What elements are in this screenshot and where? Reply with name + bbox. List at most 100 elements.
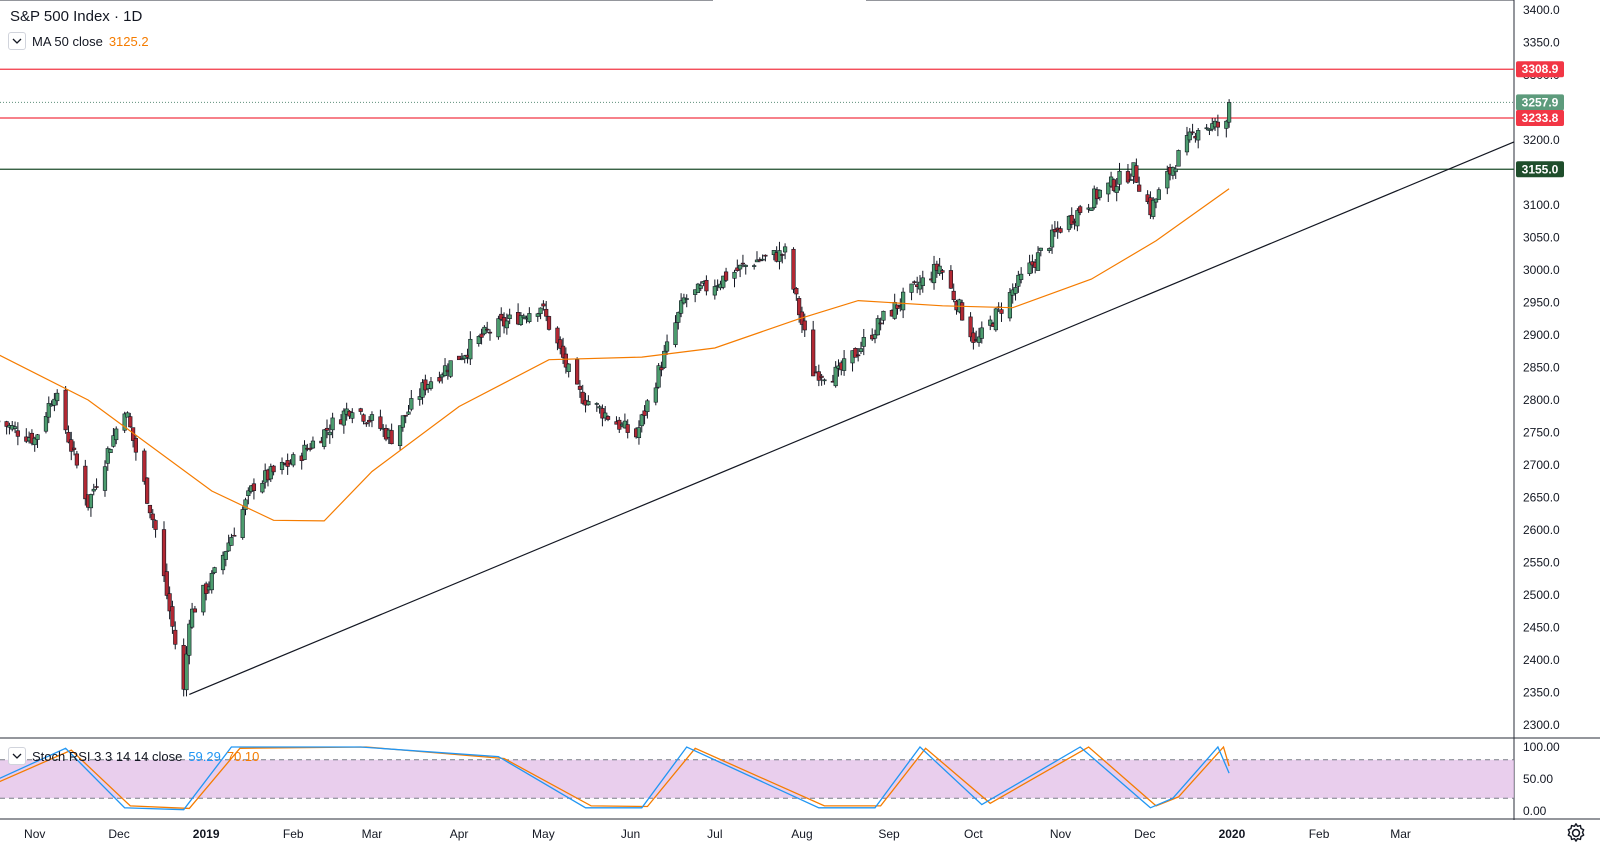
price-label-text: 3257.9 (1522, 95, 1559, 109)
candle (428, 377, 434, 391)
candle (71, 441, 77, 456)
candle (743, 264, 748, 275)
candle-body (976, 336, 982, 343)
candle (403, 414, 408, 424)
candle (361, 413, 366, 425)
candle (1019, 267, 1024, 284)
candle (1224, 119, 1229, 138)
candle (1089, 207, 1094, 211)
symbol-title[interactable]: S&P 500 Index · 1D (10, 8, 143, 25)
candle (327, 424, 332, 444)
candle-body (448, 360, 453, 377)
gear-icon[interactable] (1563, 820, 1589, 846)
rsi-legend[interactable]: Stoch RSI 3 3 14 14 close 59.29 70.10 (8, 747, 259, 765)
candle (350, 408, 355, 424)
price-tick-label: 2500.0 (1523, 588, 1560, 602)
candle-body (780, 254, 785, 256)
candle (128, 412, 133, 428)
candle-body (482, 326, 487, 335)
candle (504, 313, 509, 335)
candle (704, 275, 709, 296)
candle (364, 422, 369, 427)
candle (1134, 158, 1139, 183)
collapse-button[interactable] (8, 747, 26, 765)
candle-body (723, 271, 729, 281)
candle (310, 436, 316, 449)
candle (507, 308, 512, 325)
candle-body (1058, 228, 1063, 233)
candle-body (842, 358, 847, 371)
candle-body (546, 316, 552, 330)
candle (558, 336, 563, 355)
candle (442, 358, 448, 377)
candle (190, 602, 195, 629)
candle-body (1137, 184, 1142, 192)
candle-body (853, 348, 858, 358)
candle (842, 350, 847, 376)
candle-body (322, 429, 327, 447)
candle-body (822, 379, 827, 382)
candle (1078, 204, 1083, 216)
candle (951, 283, 956, 303)
candle-body (594, 403, 599, 405)
candle-body (777, 250, 782, 262)
candle-body (738, 264, 743, 270)
candle-body (437, 377, 442, 382)
candle (291, 452, 296, 468)
candle (246, 487, 251, 505)
candle-body (1117, 170, 1122, 185)
candle (251, 478, 257, 500)
candle (535, 312, 540, 322)
candle-body (406, 411, 411, 415)
candle (279, 457, 285, 475)
candle-body (341, 410, 346, 426)
candle-body (108, 449, 113, 454)
candle-body (580, 391, 585, 404)
price-tick-label: 2350.0 (1523, 686, 1560, 700)
time-tick-label: Feb (1309, 827, 1330, 841)
candle (948, 265, 953, 289)
price-tick-label: 3400.0 (1523, 3, 1560, 17)
candle (937, 257, 942, 276)
time-tick-label: Dec (108, 827, 129, 841)
candle-body (190, 608, 195, 628)
candle (496, 315, 501, 340)
candle-body (704, 279, 709, 292)
ma-legend[interactable]: MA 50 close 3125.2 (8, 32, 149, 50)
candle-body (763, 254, 768, 257)
candle-body (1047, 248, 1052, 251)
price-tick-label: 3050.0 (1523, 231, 1560, 245)
candle (546, 315, 552, 331)
candle (664, 334, 670, 356)
collapse-button[interactable] (8, 32, 26, 50)
candle (111, 427, 116, 448)
candle (1027, 254, 1032, 276)
time-tick-label: Jul (707, 827, 722, 841)
candle-body (937, 265, 942, 274)
candle (479, 328, 484, 345)
candle-body (1035, 252, 1041, 271)
candle (760, 254, 765, 262)
candle-body (327, 431, 332, 436)
candle (271, 464, 276, 476)
candle-body (541, 303, 546, 307)
candle-body (875, 318, 880, 336)
candle (1196, 128, 1201, 149)
candle (993, 307, 998, 332)
rsi-tick-label: 100.00 (1523, 740, 1560, 754)
candle (4, 420, 9, 435)
candle (1111, 178, 1116, 193)
candle (639, 413, 644, 433)
candle-body (794, 288, 799, 295)
candle (575, 357, 580, 385)
candle-body (1111, 179, 1116, 191)
time-axis[interactable]: Nov Dec 2019 Feb Mar Apr May Jun Jul Aug Sep Oct Nov… (24, 827, 1411, 841)
time-tick-label: 2020 (1219, 827, 1246, 841)
candle-body (782, 246, 788, 253)
candle-body (164, 571, 169, 596)
time-tick-label: Feb (283, 827, 304, 841)
candle (448, 360, 453, 378)
candle (46, 396, 51, 424)
candle (816, 364, 821, 387)
